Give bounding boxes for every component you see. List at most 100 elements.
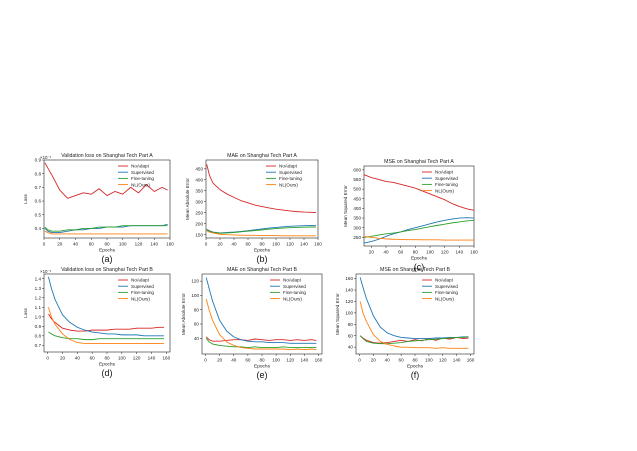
- y-tick-label: 100: [345, 310, 353, 315]
- x-tick-label: 40: [231, 242, 237, 247]
- x-axis-label: Epochs: [407, 364, 424, 370]
- y-tick-label: 450: [195, 166, 203, 171]
- series-line-nlours: [359, 301, 469, 349]
- y-tick-label: 350: [353, 216, 361, 221]
- plot-area: [205, 159, 319, 239]
- x-tick-label: 160: [315, 358, 323, 363]
- y-tick-label: 1.1: [35, 305, 42, 310]
- x-tick-label: 40: [385, 358, 391, 363]
- y-axis-label: Loss: [23, 307, 28, 317]
- series-line-nlours: [363, 235, 474, 241]
- x-tick-label: 80: [412, 358, 418, 363]
- legend-label: NL(Ours): [435, 188, 454, 193]
- x-tick-label: 160: [467, 358, 475, 363]
- x-tick-label: 0: [205, 242, 208, 247]
- x-tick-label: 20: [369, 250, 375, 255]
- y-tick-label: 40: [348, 345, 354, 350]
- y-tick-label: 1.3: [35, 286, 42, 291]
- x-tick-label: 80: [259, 242, 265, 247]
- y-tick-label: 120: [345, 299, 353, 304]
- x-tick-label: 20: [371, 358, 377, 363]
- y-tick-label: 400: [353, 206, 361, 211]
- chart-panel-e: MAE on Shanghai Tech Part B 0 20 40 60 80 100 1…: [181, 267, 323, 380]
- legend-label: NoAdapt: [435, 170, 454, 175]
- x-tick-label: 140: [150, 242, 158, 247]
- axis-scale-note: ×10⁻¹: [40, 155, 52, 160]
- y-tick-label: 0.7: [35, 343, 42, 348]
- series-line-finetuning: [206, 226, 316, 234]
- y-tick-label: 150: [195, 232, 203, 237]
- chart-title: MAE on Shanghai Tech Part B: [227, 267, 298, 273]
- y-tick-label: 1.0: [35, 314, 42, 319]
- x-tick-label: 120: [439, 358, 447, 363]
- x-tick-label: 40: [75, 356, 81, 361]
- chart-panel-a: Validation loss on Shanghai Tech Part A 0…: [23, 153, 174, 264]
- x-axis-label: Epochs: [99, 362, 116, 368]
- y-tick-label: 400: [195, 177, 203, 182]
- series-line-noadapt: [205, 336, 317, 342]
- chart-title: Validation loss on Shanghai Tech Part B: [61, 267, 153, 273]
- series-line-finetuning: [48, 331, 165, 341]
- x-tick-label: 40: [383, 250, 389, 255]
- chart-panel-f: MSE on Shanghai Tech Part B 0 20 40 60 80 100 1…: [335, 267, 475, 380]
- x-tick-label: 120: [135, 242, 143, 247]
- legend-label: Supervised: [131, 170, 154, 175]
- chart-panel-b: MAE on Shanghai Tech Part A 0 20 40 60 80 100 1…: [185, 153, 322, 264]
- panel-caption: (c): [414, 262, 425, 272]
- legend-label: NoAdapt: [283, 278, 302, 283]
- y-tick-label: 0.8: [35, 333, 42, 338]
- legend-label: Supervised: [131, 284, 154, 289]
- series-line-supervised: [205, 277, 317, 344]
- legend-label: NoAdapt: [435, 278, 454, 283]
- series-line-noadapt: [359, 335, 469, 344]
- y-tick-label: 40: [194, 336, 200, 341]
- y-tick-label: 80: [348, 322, 354, 327]
- y-tick-label: 1.4: [35, 276, 42, 281]
- y-tick-label: 250: [353, 235, 361, 240]
- y-tick-label: 250: [195, 210, 203, 215]
- series-line-noadapt: [363, 174, 475, 211]
- x-axis-label: Epochs: [254, 248, 271, 254]
- x-axis-label: Epochs: [411, 256, 428, 262]
- series-line-finetuning: [44, 225, 168, 232]
- x-tick-label: 60: [89, 242, 95, 247]
- y-tick-label: 0.4: [35, 226, 42, 231]
- x-tick-label: 80: [104, 242, 110, 247]
- y-tick-label: 1.2: [35, 295, 42, 300]
- y-tick-label: 0.6: [35, 199, 42, 204]
- y-tick-label: 160: [345, 276, 353, 281]
- series-line-finetuning: [359, 335, 469, 345]
- x-tick-label: 20: [60, 356, 66, 361]
- series-line-nlours: [44, 230, 168, 235]
- legend-label: NL(Ours): [131, 296, 150, 301]
- y-tick-label: 100: [191, 293, 199, 298]
- y-axis-label: Mean Absolute Error: [181, 293, 186, 335]
- x-tick-label: 160: [162, 356, 170, 361]
- y-axis-label: Loss: [23, 193, 28, 203]
- panel-caption: (d): [102, 368, 113, 378]
- legend-label: Fine-tuning: [131, 290, 154, 295]
- y-axis-label: Mean Absolute Error: [185, 178, 190, 220]
- legend-label: Supervised: [435, 176, 458, 181]
- y-tick-label: 200: [195, 221, 203, 226]
- y-tick-label: 60: [194, 322, 200, 327]
- chart-title: MAE on Shanghai Tech Part A: [227, 153, 297, 159]
- x-tick-label: 160: [166, 242, 174, 247]
- x-tick-label: 100: [426, 250, 434, 255]
- legend-label: Fine-tuning: [435, 290, 458, 295]
- y-tick-label: 140: [345, 288, 353, 293]
- y-tick-label: 500: [353, 187, 361, 192]
- series-line-supervised: [363, 217, 475, 244]
- y-tick-label: 0.8: [35, 171, 42, 176]
- legend-label: Fine-tuning: [283, 290, 306, 295]
- series-line-supervised: [48, 276, 165, 337]
- y-tick-label: 600: [353, 167, 361, 172]
- legend-label: Fine-tuning: [279, 176, 302, 181]
- x-tick-label: 120: [133, 356, 141, 361]
- legend-label: NoAdapt: [279, 164, 298, 169]
- x-tick-label: 40: [231, 358, 237, 363]
